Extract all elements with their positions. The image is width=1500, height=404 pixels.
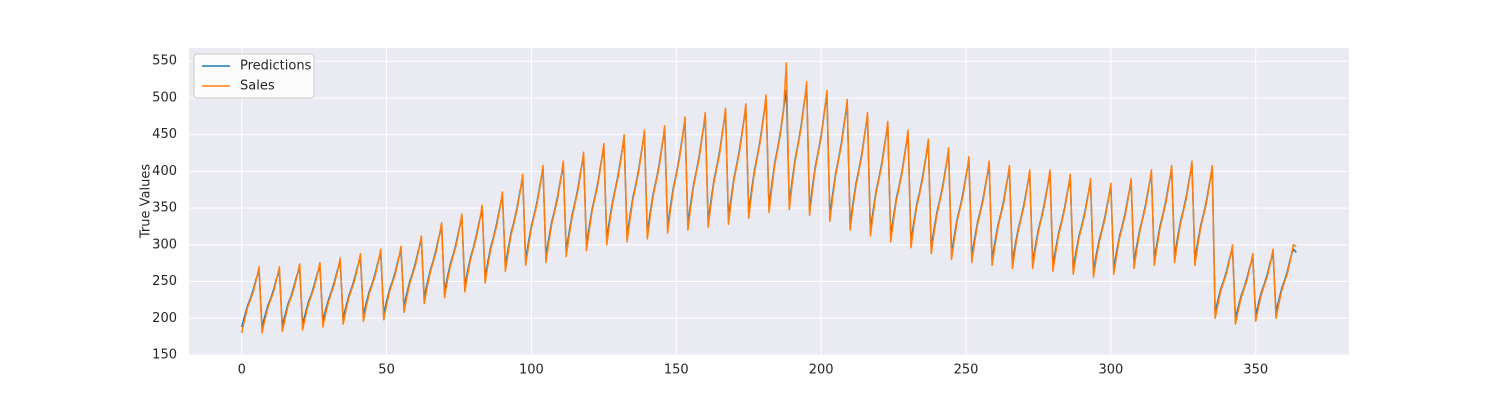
x-tick-label: 250 xyxy=(954,363,979,378)
x-tick-label: 300 xyxy=(1098,363,1123,378)
y-tick-label: 400 xyxy=(152,164,177,179)
y-tick-label: 500 xyxy=(152,90,177,105)
x-tick-label: 150 xyxy=(664,363,689,378)
y-tick-label: 350 xyxy=(152,201,177,216)
legend-label: Predictions xyxy=(240,59,312,74)
y-tick-label: 150 xyxy=(152,348,177,363)
x-tick-label: 0 xyxy=(238,363,246,378)
y-tick-label: 450 xyxy=(152,127,177,142)
y-tick-label: 550 xyxy=(152,54,177,69)
y-tick-label: 300 xyxy=(152,237,177,252)
legend-label: Sales xyxy=(240,79,275,94)
y-axis-label: True Values xyxy=(139,164,154,239)
x-tick-label: 50 xyxy=(378,363,395,378)
y-tick-label: 250 xyxy=(152,274,177,289)
series-line xyxy=(240,61,1297,334)
x-tick-label: 350 xyxy=(1243,363,1268,378)
x-tick-label: 100 xyxy=(519,363,544,378)
y-tick-label: 200 xyxy=(152,311,177,326)
legend-box xyxy=(193,53,315,99)
x-tick-label: 200 xyxy=(809,363,834,378)
